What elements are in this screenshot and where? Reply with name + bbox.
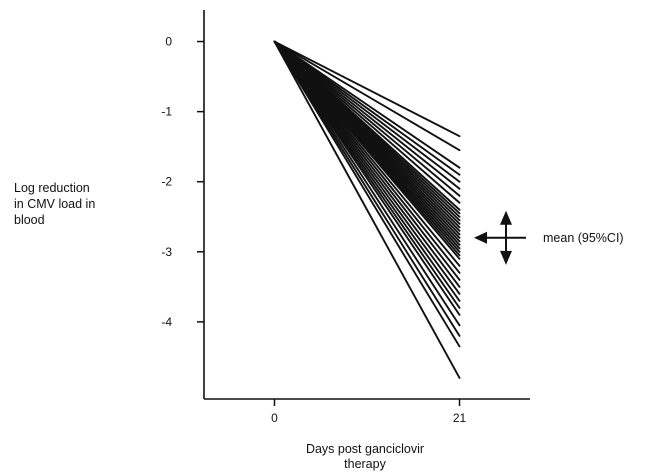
series-line (273, 40, 461, 379)
x-axis-label: Days post ganciclovir therapy (306, 442, 424, 471)
series-line (273, 40, 461, 152)
y-ticks: 0 -1 -2 -3 -4 (161, 35, 204, 329)
x-tick-label: 21 (453, 411, 467, 425)
y-tick-label: -4 (161, 315, 172, 329)
mean-ci-label: mean (95%CI) (543, 231, 624, 245)
series-line (273, 40, 461, 348)
x-tick-label: 0 (271, 411, 278, 425)
y-tick-label: -3 (161, 245, 172, 259)
y-tick-label: -2 (161, 175, 172, 189)
ci-arrow-down (500, 250, 512, 265)
label-line: blood (14, 213, 45, 227)
y-tick-label: 0 (165, 35, 172, 49)
y-axis-label: Log reduction in CMV load in blood (14, 181, 95, 227)
label-line: Days post ganciclovir (306, 442, 424, 456)
series-line (273, 40, 461, 316)
mean-arrow-head (474, 231, 487, 244)
label-line: therapy (344, 457, 386, 471)
y-tick-label: -1 (161, 105, 172, 119)
series-line (273, 40, 461, 138)
ci-arrow-up (500, 210, 512, 225)
label-line: in CMV load in (14, 197, 95, 211)
series-lines (273, 40, 461, 379)
x-ticks: 0 21 (271, 399, 467, 425)
mean-ci-annotation: mean (95%CI) (474, 210, 624, 265)
label-line: Log reduction (14, 181, 90, 195)
